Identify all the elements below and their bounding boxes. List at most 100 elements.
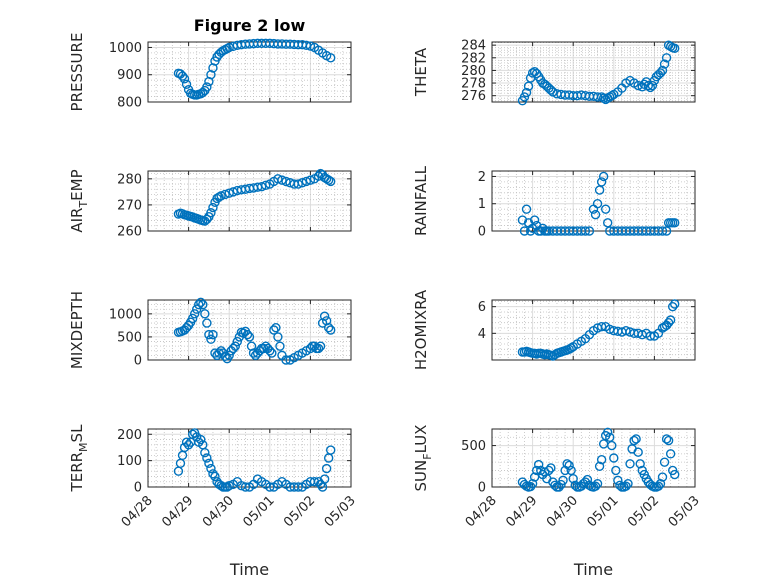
data-point <box>596 177 607 187</box>
data-point <box>293 482 303 492</box>
data-point <box>206 70 216 80</box>
y-tick-label: 200 <box>117 428 142 443</box>
x-tick-label: 05/02 <box>625 493 662 530</box>
data-point <box>206 208 216 218</box>
data-series <box>173 297 336 365</box>
data-point <box>293 179 303 189</box>
data-point <box>202 82 212 92</box>
data-point <box>613 475 623 486</box>
subplot-sun-flux: 0 500 04/28 04/29 04/30 05/01 05/02 05/03 Time SU… <box>412 425 703 579</box>
data-point <box>208 202 218 213</box>
grid <box>148 42 351 102</box>
data-point <box>208 63 218 73</box>
data-point <box>194 299 204 310</box>
data-point <box>605 432 615 442</box>
y-tick-label: 1000 <box>109 41 142 56</box>
data-point <box>196 434 206 445</box>
data-point <box>259 343 269 354</box>
data-point <box>208 469 218 479</box>
data-point <box>661 434 672 444</box>
subplot-terr-msl: 0 100 200 04/28 04/29 04/30 05/01 05/02 05/03 Tim… <box>68 424 359 579</box>
data-point <box>607 440 617 451</box>
data-point <box>592 199 603 209</box>
data-point <box>309 477 320 487</box>
data-point <box>187 313 198 324</box>
data-point <box>562 459 572 469</box>
data-point <box>645 82 656 93</box>
y-axis-label: PRESSURE <box>68 33 86 112</box>
data-point <box>655 478 666 489</box>
data-point <box>621 481 631 491</box>
data-point <box>667 301 678 312</box>
data-point <box>224 188 234 198</box>
data-point <box>598 171 609 182</box>
data-point <box>566 465 576 476</box>
data-point <box>244 332 255 342</box>
data-point <box>326 445 336 455</box>
data-point <box>206 334 216 344</box>
y-tick-label: 500 <box>461 439 486 454</box>
y-tick-label: 278 <box>461 77 486 92</box>
data-point <box>663 435 674 446</box>
y-tick-label: 280 <box>461 64 486 79</box>
data-point <box>313 343 324 354</box>
y-tick-label: 0 <box>134 481 142 496</box>
x-tick-label: 04/30 <box>544 493 581 530</box>
data-series <box>173 428 336 492</box>
data-point <box>546 463 556 473</box>
data-point <box>313 171 324 181</box>
x-tick-label: 04/29 <box>159 493 196 530</box>
data-point <box>319 474 330 484</box>
data-point <box>558 475 568 486</box>
data-point <box>204 76 214 87</box>
y-tick-label: 270 <box>117 198 142 213</box>
data-point <box>594 461 605 471</box>
data-point <box>204 329 214 340</box>
data-point <box>609 453 619 463</box>
y-axis-label: SUNFLUX <box>412 425 434 492</box>
data-point <box>670 43 680 54</box>
data-point <box>527 478 538 489</box>
data-point <box>582 474 593 485</box>
y-tick-label: 1000 <box>109 307 142 322</box>
data-point <box>265 482 275 492</box>
subplot-rainfall: 0 1 2 RAINFALL <box>412 165 696 240</box>
data-point <box>181 437 192 447</box>
data-point <box>625 459 635 469</box>
data-point <box>633 80 643 91</box>
data-point <box>519 92 530 102</box>
data-point <box>657 472 668 482</box>
x-tick-label: 05/03 <box>322 493 359 530</box>
data-point <box>281 355 291 365</box>
data-point <box>183 440 194 450</box>
data-point <box>665 449 676 459</box>
data-point <box>517 215 528 225</box>
data-point <box>326 176 336 187</box>
data-point <box>643 80 654 91</box>
data-point <box>611 465 621 476</box>
plot-title: Figure 2 low <box>194 16 306 35</box>
y-axis-label: THETA <box>412 47 430 97</box>
data-point <box>580 226 591 236</box>
data-point <box>181 79 192 89</box>
data-point <box>242 329 253 340</box>
data-point <box>621 325 631 336</box>
data-point <box>179 74 190 84</box>
y-axis-label: AIRTEMP <box>68 169 90 232</box>
data-point <box>228 343 238 354</box>
data-point <box>519 226 530 236</box>
data-point <box>220 189 230 200</box>
data-series <box>173 38 336 100</box>
data-point <box>265 346 275 356</box>
data-point <box>230 341 240 351</box>
data-point <box>657 226 668 236</box>
y-tick-label: 260 <box>117 225 142 240</box>
data-series <box>517 171 680 236</box>
data-point <box>271 322 281 333</box>
data-point <box>659 59 670 69</box>
data-point <box>647 80 658 91</box>
data-point <box>590 481 601 491</box>
data-point <box>544 465 554 476</box>
